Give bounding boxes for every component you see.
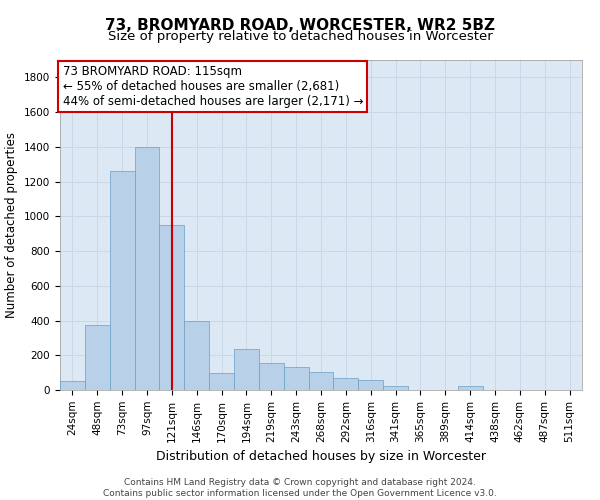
Bar [308,372,334,390]
Bar [85,325,110,390]
Bar [284,368,308,390]
Bar [358,380,383,390]
X-axis label: Distribution of detached houses by size in Worcester: Distribution of detached houses by size … [156,450,486,463]
Bar [334,378,358,390]
Bar [110,171,134,390]
Bar [209,372,234,390]
Bar [60,382,85,390]
Bar [134,147,160,390]
Y-axis label: Number of detached properties: Number of detached properties [5,132,19,318]
Bar [259,363,284,390]
Bar [458,386,482,390]
Text: 73 BROMYARD ROAD: 115sqm
← 55% of detached houses are smaller (2,681)
44% of sem: 73 BROMYARD ROAD: 115sqm ← 55% of detach… [62,65,363,108]
Bar [184,320,209,390]
Text: Size of property relative to detached houses in Worcester: Size of property relative to detached ho… [107,30,493,43]
Text: 73, BROMYARD ROAD, WORCESTER, WR2 5BZ: 73, BROMYARD ROAD, WORCESTER, WR2 5BZ [105,18,495,32]
Text: Contains HM Land Registry data © Crown copyright and database right 2024.
Contai: Contains HM Land Registry data © Crown c… [103,478,497,498]
Bar [383,386,408,390]
Bar [234,349,259,390]
Bar [160,225,184,390]
